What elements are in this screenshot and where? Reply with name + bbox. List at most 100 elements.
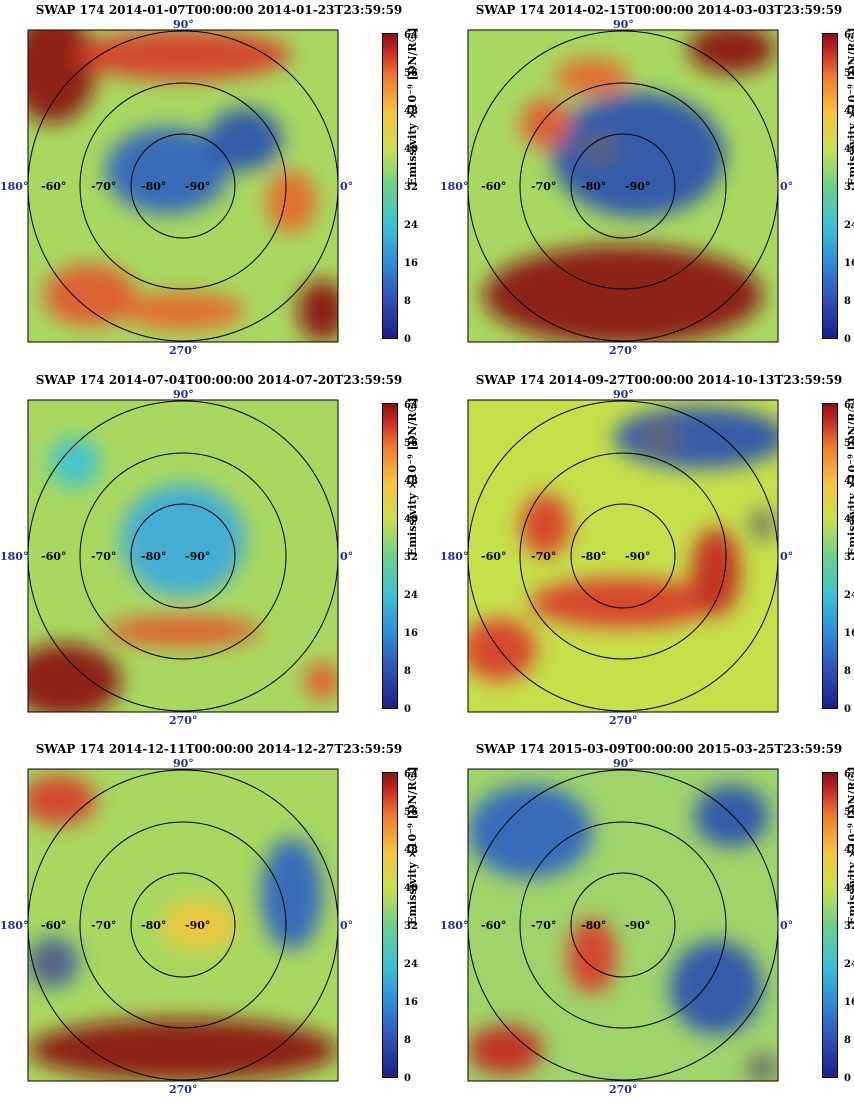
colorbar-tick-label: 64	[404, 30, 418, 41]
colorbar-tick-label: 0	[844, 1073, 851, 1084]
colorbar-tick-label: 32	[404, 182, 418, 193]
colorbar-tick-label: 16	[844, 628, 854, 639]
colorbar-tick-label: 8	[844, 666, 851, 677]
colorbar-tick-label: 64	[404, 769, 418, 780]
panel-6: SWAP 174 2015-03-09T00:00:00 2015-03-25T…	[440, 742, 854, 1097]
longitude-label: 0°	[340, 550, 353, 563]
latitude-label: -90°	[625, 919, 650, 932]
colorbar-label: Emissivity ×10⁻⁹ [DN/R☉]	[406, 766, 419, 925]
longitude-label: 180°	[440, 180, 468, 193]
latitude-circle	[467, 30, 779, 342]
colorbar-tick-label: 64	[844, 769, 854, 780]
colorbar-tick-label: 48	[404, 106, 418, 117]
panel-title: SWAP 174 2015-03-09T00:00:00 2015-03-25T…	[475, 742, 843, 756]
colorbar-tick-label: 16	[844, 997, 854, 1008]
latitude-label: -70°	[531, 550, 556, 563]
colorbar	[822, 772, 838, 1078]
colorbar-tick-label: 64	[404, 400, 418, 411]
colorbar-tick-label: 32	[844, 921, 854, 932]
longitude-label: 270°	[169, 714, 197, 727]
colorbar-tick-label: 48	[404, 476, 418, 487]
colorbar-tick-label: 48	[844, 476, 854, 487]
colorbar-tick-label: 0	[404, 704, 411, 715]
colorbar-tick-label: 56	[844, 68, 854, 79]
panel-3: SWAP 174 2014-07-04T00:00:00 2014-07-20T…	[0, 373, 424, 728]
colorbar-tick-label: 16	[404, 997, 418, 1008]
colorbar-tick-label: 24	[404, 959, 418, 970]
longitude-label: 0°	[340, 919, 353, 932]
colorbar-tick-label: 56	[844, 807, 854, 818]
latitude-label: -60°	[481, 550, 506, 563]
panel-title: SWAP 174 2014-01-07T00:00:00 2014-01-23T…	[35, 3, 403, 17]
colorbar-tick-label: 8	[844, 1035, 851, 1046]
emissivity-map: -60° -70° -80° -90° 90° 270° 180° 0°	[440, 757, 793, 1096]
colorbar-tick-label: 8	[404, 296, 411, 307]
colorbar-tick-label: 8	[844, 296, 851, 307]
emissivity-map: -60° -70° -80° -90° 90° 270° 180° 0°	[440, 18, 793, 357]
longitude-label: 180°	[440, 550, 468, 563]
latitude-label: -60°	[481, 180, 506, 193]
latitude-label: -80°	[141, 919, 166, 932]
colorbar-tick-label: 56	[844, 438, 854, 449]
colorbar-tick-label: 40	[404, 144, 418, 155]
latitude-circle	[519, 82, 727, 290]
panel-4: SWAP 174 2014-09-27T00:00:00 2014-10-13T…	[440, 373, 854, 728]
latitude-circle	[130, 133, 236, 239]
longitude-label: 180°	[0, 919, 28, 932]
latitude-circle	[519, 821, 727, 1029]
colorbar-tick-label: 64	[844, 30, 854, 41]
latitude-circle	[27, 30, 339, 342]
colorbar-tick-label: 32	[404, 921, 418, 932]
colorbar-tick-label: 32	[404, 552, 418, 563]
colorbar-tick-label: 0	[844, 704, 851, 715]
colorbar	[382, 772, 398, 1078]
colorbar	[382, 403, 398, 709]
latitude-circle	[130, 872, 236, 978]
latitude-circle	[570, 133, 676, 239]
colorbar-tick-label: 40	[844, 144, 854, 155]
colorbar-label: Emissivity ×10⁻⁹ [DN/R☉]	[846, 397, 854, 556]
longitude-label: 270°	[609, 344, 637, 357]
latitude-circle	[467, 769, 779, 1081]
longitude-label: 180°	[0, 180, 28, 193]
longitude-label: 0°	[340, 180, 353, 193]
longitude-label: 0°	[780, 919, 793, 932]
colorbar-tick-label: 24	[844, 220, 854, 231]
colorbar-tick-label: 0	[404, 334, 411, 345]
longitude-label: 180°	[0, 550, 28, 563]
colorbar-label: Emissivity ×10⁻⁹ [DN/R☉]	[406, 27, 419, 186]
longitude-label: 90°	[613, 388, 634, 401]
latitude-circle	[130, 503, 236, 609]
panel-title: SWAP 174 2014-02-15T00:00:00 2014-03-03T…	[475, 3, 843, 17]
latitude-label: -80°	[581, 550, 606, 563]
colorbar-tick-label: 16	[404, 258, 418, 269]
latitude-circle	[79, 82, 287, 290]
colorbar	[382, 33, 398, 339]
colorbar-label: Emissivity ×10⁻⁹ [DN/R☉]	[406, 397, 419, 556]
latitude-label: -90°	[185, 550, 210, 563]
latitude-label: -90°	[625, 550, 650, 563]
longitude-label: 270°	[609, 714, 637, 727]
emissivity-map: -60° -70° -80° -90° 90° 270° 180° 0°	[0, 18, 353, 357]
colorbar-tick-label: 24	[404, 590, 418, 601]
latitude-circle	[79, 821, 287, 1029]
colorbar-tick-label: 24	[844, 959, 854, 970]
colorbar-tick-label: 48	[404, 845, 418, 856]
latitude-label: -70°	[91, 180, 116, 193]
colorbar-tick-label: 40	[404, 883, 418, 894]
colorbar-tick-label: 40	[844, 883, 854, 894]
colorbar-tick-label: 48	[844, 106, 854, 117]
latitude-label: -60°	[481, 919, 506, 932]
latitude-circle	[79, 452, 287, 660]
colorbar-tick-label: 16	[404, 628, 418, 639]
latitude-circle	[519, 452, 727, 660]
emissivity-map: -60° -70° -80° -90° 90° 270° 180° 0°	[0, 388, 353, 727]
latitude-label: -90°	[625, 180, 650, 193]
latitude-label: -90°	[185, 919, 210, 932]
longitude-label: 0°	[780, 550, 793, 563]
colorbar-tick-label: 32	[844, 552, 854, 563]
colorbar-tick-label: 16	[844, 258, 854, 269]
latitude-label: -80°	[581, 180, 606, 193]
colorbar-tick-label: 56	[404, 807, 418, 818]
colorbar-tick-label: 24	[404, 220, 418, 231]
